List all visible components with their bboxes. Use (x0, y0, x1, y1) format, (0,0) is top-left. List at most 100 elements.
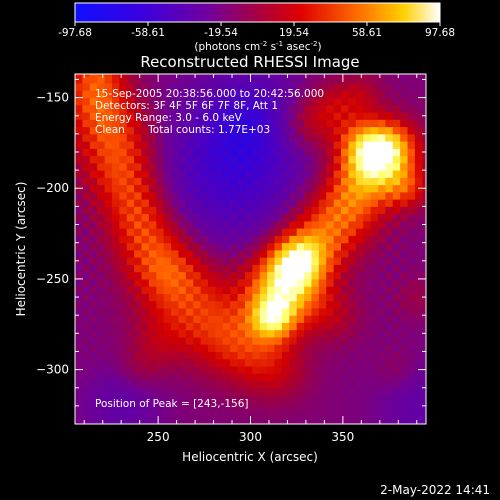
heatmap-cell (111, 249, 120, 258)
heatmap-cell (414, 220, 423, 229)
colorbar-tick-label: -19.54 (204, 27, 238, 39)
heatmap-cell (296, 380, 305, 389)
heatmap-cell (377, 213, 386, 222)
heatmap-cell (407, 235, 416, 244)
heatmap-cell (141, 206, 150, 215)
heatmap-cell (97, 416, 106, 424)
heatmap-cell (141, 184, 150, 193)
heatmap-cell (407, 75, 416, 84)
heatmap-cell (82, 199, 91, 207)
footer-timestamp: 2-May-2022 14:41 (380, 483, 490, 497)
heatmap-cell (171, 242, 179, 251)
heatmap-cell (341, 380, 349, 389)
heatmap-cell (208, 278, 216, 287)
heatmap-cell (259, 155, 268, 164)
heatmap-cell (304, 264, 312, 273)
heatmap-cell (148, 177, 157, 186)
heatmap-cell (200, 293, 209, 302)
heatmap-cell (274, 249, 283, 258)
heatmap-cell (414, 293, 423, 302)
heatmap-cell (97, 206, 106, 215)
heatmap-cell (400, 394, 409, 403)
heatmap-cell (348, 170, 357, 178)
heatmap-cell (82, 206, 91, 215)
heatmap-cell (89, 365, 98, 374)
heatmap-cell (259, 315, 268, 323)
heatmap-cell (163, 235, 172, 244)
heatmap-cell (348, 213, 357, 222)
heatmap-cell (119, 74, 128, 77)
heatmap-cell (311, 416, 320, 424)
heatmap-cell (355, 191, 364, 200)
heatmap-cell (311, 74, 320, 77)
heatmap-cell (126, 293, 135, 302)
heatmap-cell (134, 300, 143, 309)
heatmap-cell (422, 300, 426, 309)
colorbar-tick-label: 58.61 (352, 27, 382, 39)
heatmap-cell (355, 97, 364, 106)
heatmap-cell (141, 394, 150, 403)
heatmap-cell (400, 126, 409, 135)
heatmap-cell (75, 358, 83, 367)
heatmap-cell (134, 112, 143, 120)
heatmap-cell (267, 300, 276, 309)
heatmap-cell (281, 365, 290, 374)
heatmap-cell (104, 141, 113, 149)
heatmap-cell (230, 293, 239, 302)
heatmap-cell (163, 373, 172, 381)
heatmap-cell (326, 257, 335, 265)
heatmap-cell (400, 104, 409, 113)
heatmap-cell (111, 220, 120, 229)
heatmap-cell (111, 264, 120, 273)
heatmap-cell (363, 373, 372, 381)
heatmap-cell (281, 74, 290, 77)
heatmap-cell (304, 380, 312, 389)
heatmap-cell (104, 206, 113, 215)
heatmap-cell (281, 249, 290, 258)
heatmap-cell (341, 293, 349, 302)
heatmap-cell (111, 242, 120, 251)
heatmap-cell (193, 155, 202, 164)
heatmap-cell (141, 90, 150, 99)
heatmap-cell (148, 344, 157, 352)
heatmap-cell (97, 387, 106, 396)
heatmap-cell (333, 278, 342, 287)
heatmap-cell (75, 380, 83, 389)
heatmap-cell (82, 90, 91, 99)
heatmap-cell (370, 351, 379, 360)
heatmap-cell (111, 344, 120, 352)
heatmap-cell (318, 213, 327, 222)
heatmap-cell (237, 90, 246, 99)
heatmap-cell (215, 373, 224, 381)
heatmap-cell (244, 249, 253, 258)
heatmap-cell (296, 416, 305, 424)
heatmap-cell (119, 148, 128, 157)
chart-title: Reconstructed RHESSI Image (140, 53, 359, 71)
heatmap-cell (222, 293, 231, 302)
heatmap-cell (237, 155, 246, 164)
heatmap-cell (178, 271, 187, 280)
heatmap-cell (134, 380, 143, 389)
heatmap-cell (208, 83, 216, 91)
heatmap-cell (141, 170, 150, 178)
heatmap-cell (215, 184, 224, 193)
heatmap-cell (355, 387, 364, 396)
heatmap-cell (289, 170, 298, 178)
heatmap-cell (289, 177, 298, 186)
heatmap-cell (104, 162, 113, 171)
heatmap-cell (156, 206, 165, 215)
heatmap-image (75, 74, 426, 424)
heatmap-cell (289, 126, 298, 135)
heatmap-cell (200, 278, 209, 287)
heatmap-cell (289, 380, 298, 389)
heatmap-cell (156, 155, 165, 164)
heatmap-cell (230, 329, 239, 338)
heatmap-cell (104, 170, 113, 178)
heatmap-cell (296, 184, 305, 193)
heatmap-cell (119, 293, 128, 302)
heatmap-cell (134, 162, 143, 171)
heatmap-cell (215, 191, 224, 200)
heatmap-cell (230, 177, 239, 186)
heatmap-cell (171, 206, 179, 215)
heatmap-cell (422, 126, 426, 135)
